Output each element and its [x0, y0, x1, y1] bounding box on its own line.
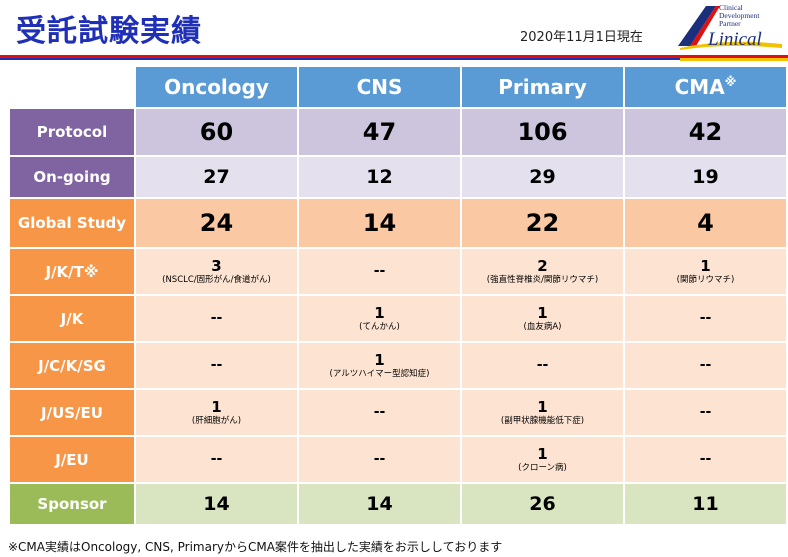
row-label-ongoing: On-going [10, 157, 134, 197]
row-label-sponsor: Sponsor [10, 484, 134, 524]
header-rule-blue [0, 58, 680, 60]
table-cell: 1 (肝細胞がん) [136, 390, 297, 435]
table-cell: 22 [462, 199, 623, 247]
row-label-jcksg: J/C/K/SG [10, 343, 134, 388]
table-cell: -- [136, 296, 297, 341]
table-cell: 3 (NSCLC/固形がん/食道がん) [136, 249, 297, 294]
table-header-row: Oncology CNS Primary CMA※ [10, 67, 786, 107]
table-cell: 27 [136, 157, 297, 197]
table-cell: 14 [299, 199, 460, 247]
row-label-jeu: J/EU [10, 437, 134, 482]
table-cell: 1 (関節リウマチ) [625, 249, 786, 294]
table-cell: 106 [462, 109, 623, 155]
column-header-cma: CMA※ [625, 67, 786, 107]
table-cell: -- [136, 437, 297, 482]
table-cell: 1 (血友病A) [462, 296, 623, 341]
table-cell: 42 [625, 109, 786, 155]
logo-wordmark: Linical [708, 29, 762, 50]
table-row-jeu: J/EU -- -- 1 (クローン病) -- [10, 437, 786, 482]
table-cell: 14 [299, 484, 460, 524]
header-rule-red [0, 55, 788, 58]
table-cell: 26 [462, 484, 623, 524]
linical-logo: Clinical Development Partner Linical [676, 2, 784, 50]
page-title: 受託試験実績 [16, 14, 202, 49]
table-row-jk: J/K -- 1 (てんかん) 1 (血友病A) -- [10, 296, 786, 341]
table-row-juseu: J/US/EU 1 (肝細胞がん) -- 1 (副甲状腺機能低下症) -- [10, 390, 786, 435]
column-header-primary: Primary [462, 67, 623, 107]
table-row-sponsor: Sponsor 14 14 26 11 [10, 484, 786, 524]
header-corner-cell [10, 67, 134, 107]
table-row-global-study: Global Study 24 14 22 4 [10, 199, 786, 247]
footnote: ※CMA実績はOncology, CNS, PrimaryからCMA案件を抽出し… [8, 540, 503, 554]
column-header-cns: CNS [299, 67, 460, 107]
table-cell: 19 [625, 157, 786, 197]
table-cell: 2 (強直性脊椎炎/関節リウマチ) [462, 249, 623, 294]
table-cell: -- [299, 437, 460, 482]
linical-logo-mark-icon [678, 6, 782, 50]
table-cell: -- [299, 390, 460, 435]
table-cell: 1 (クローン病) [462, 437, 623, 482]
header-rule-yellow [680, 58, 788, 61]
table-row-jcksg: J/C/K/SG -- 1 (アルツハイマー型認知症) -- -- [10, 343, 786, 388]
table-cell: 12 [299, 157, 460, 197]
table-cell: 11 [625, 484, 786, 524]
trial-results-table: Oncology CNS Primary CMA※ Protocol 60 47… [8, 65, 788, 526]
table-row-protocol: Protocol 60 47 106 42 [10, 109, 786, 155]
row-label-protocol: Protocol [10, 109, 134, 155]
table-cell: 1 (てんかん) [299, 296, 460, 341]
table-row-ongoing: On-going 27 12 29 19 [10, 157, 786, 197]
table-cell: -- [625, 343, 786, 388]
table-cell: 1 (アルツハイマー型認知症) [299, 343, 460, 388]
table-cell: 24 [136, 199, 297, 247]
row-label-jk: J/K [10, 296, 134, 341]
table-cell: -- [625, 437, 786, 482]
table-cell: -- [625, 390, 786, 435]
table-cell: -- [625, 296, 786, 341]
table-cell: 4 [625, 199, 786, 247]
table-cell: 60 [136, 109, 297, 155]
table-cell: 47 [299, 109, 460, 155]
table-cell: 29 [462, 157, 623, 197]
logo-tagline: Clinical Development Partner [719, 3, 760, 28]
as-of-date: 2020年11月1日現在 [520, 30, 643, 45]
row-label-jkt: J/K/T※ [10, 249, 134, 294]
table-cell: 1 (副甲状腺機能低下症) [462, 390, 623, 435]
table-cell: 14 [136, 484, 297, 524]
row-label-juseu: J/US/EU [10, 390, 134, 435]
column-header-oncology: Oncology [136, 67, 297, 107]
table-cell: -- [299, 249, 460, 294]
table-cell: -- [462, 343, 623, 388]
row-label-global-study: Global Study [10, 199, 134, 247]
table-row-jkt: J/K/T※ 3 (NSCLC/固形がん/食道がん) -- 2 (強直性脊椎炎/関節… [10, 249, 786, 294]
table-cell: -- [136, 343, 297, 388]
